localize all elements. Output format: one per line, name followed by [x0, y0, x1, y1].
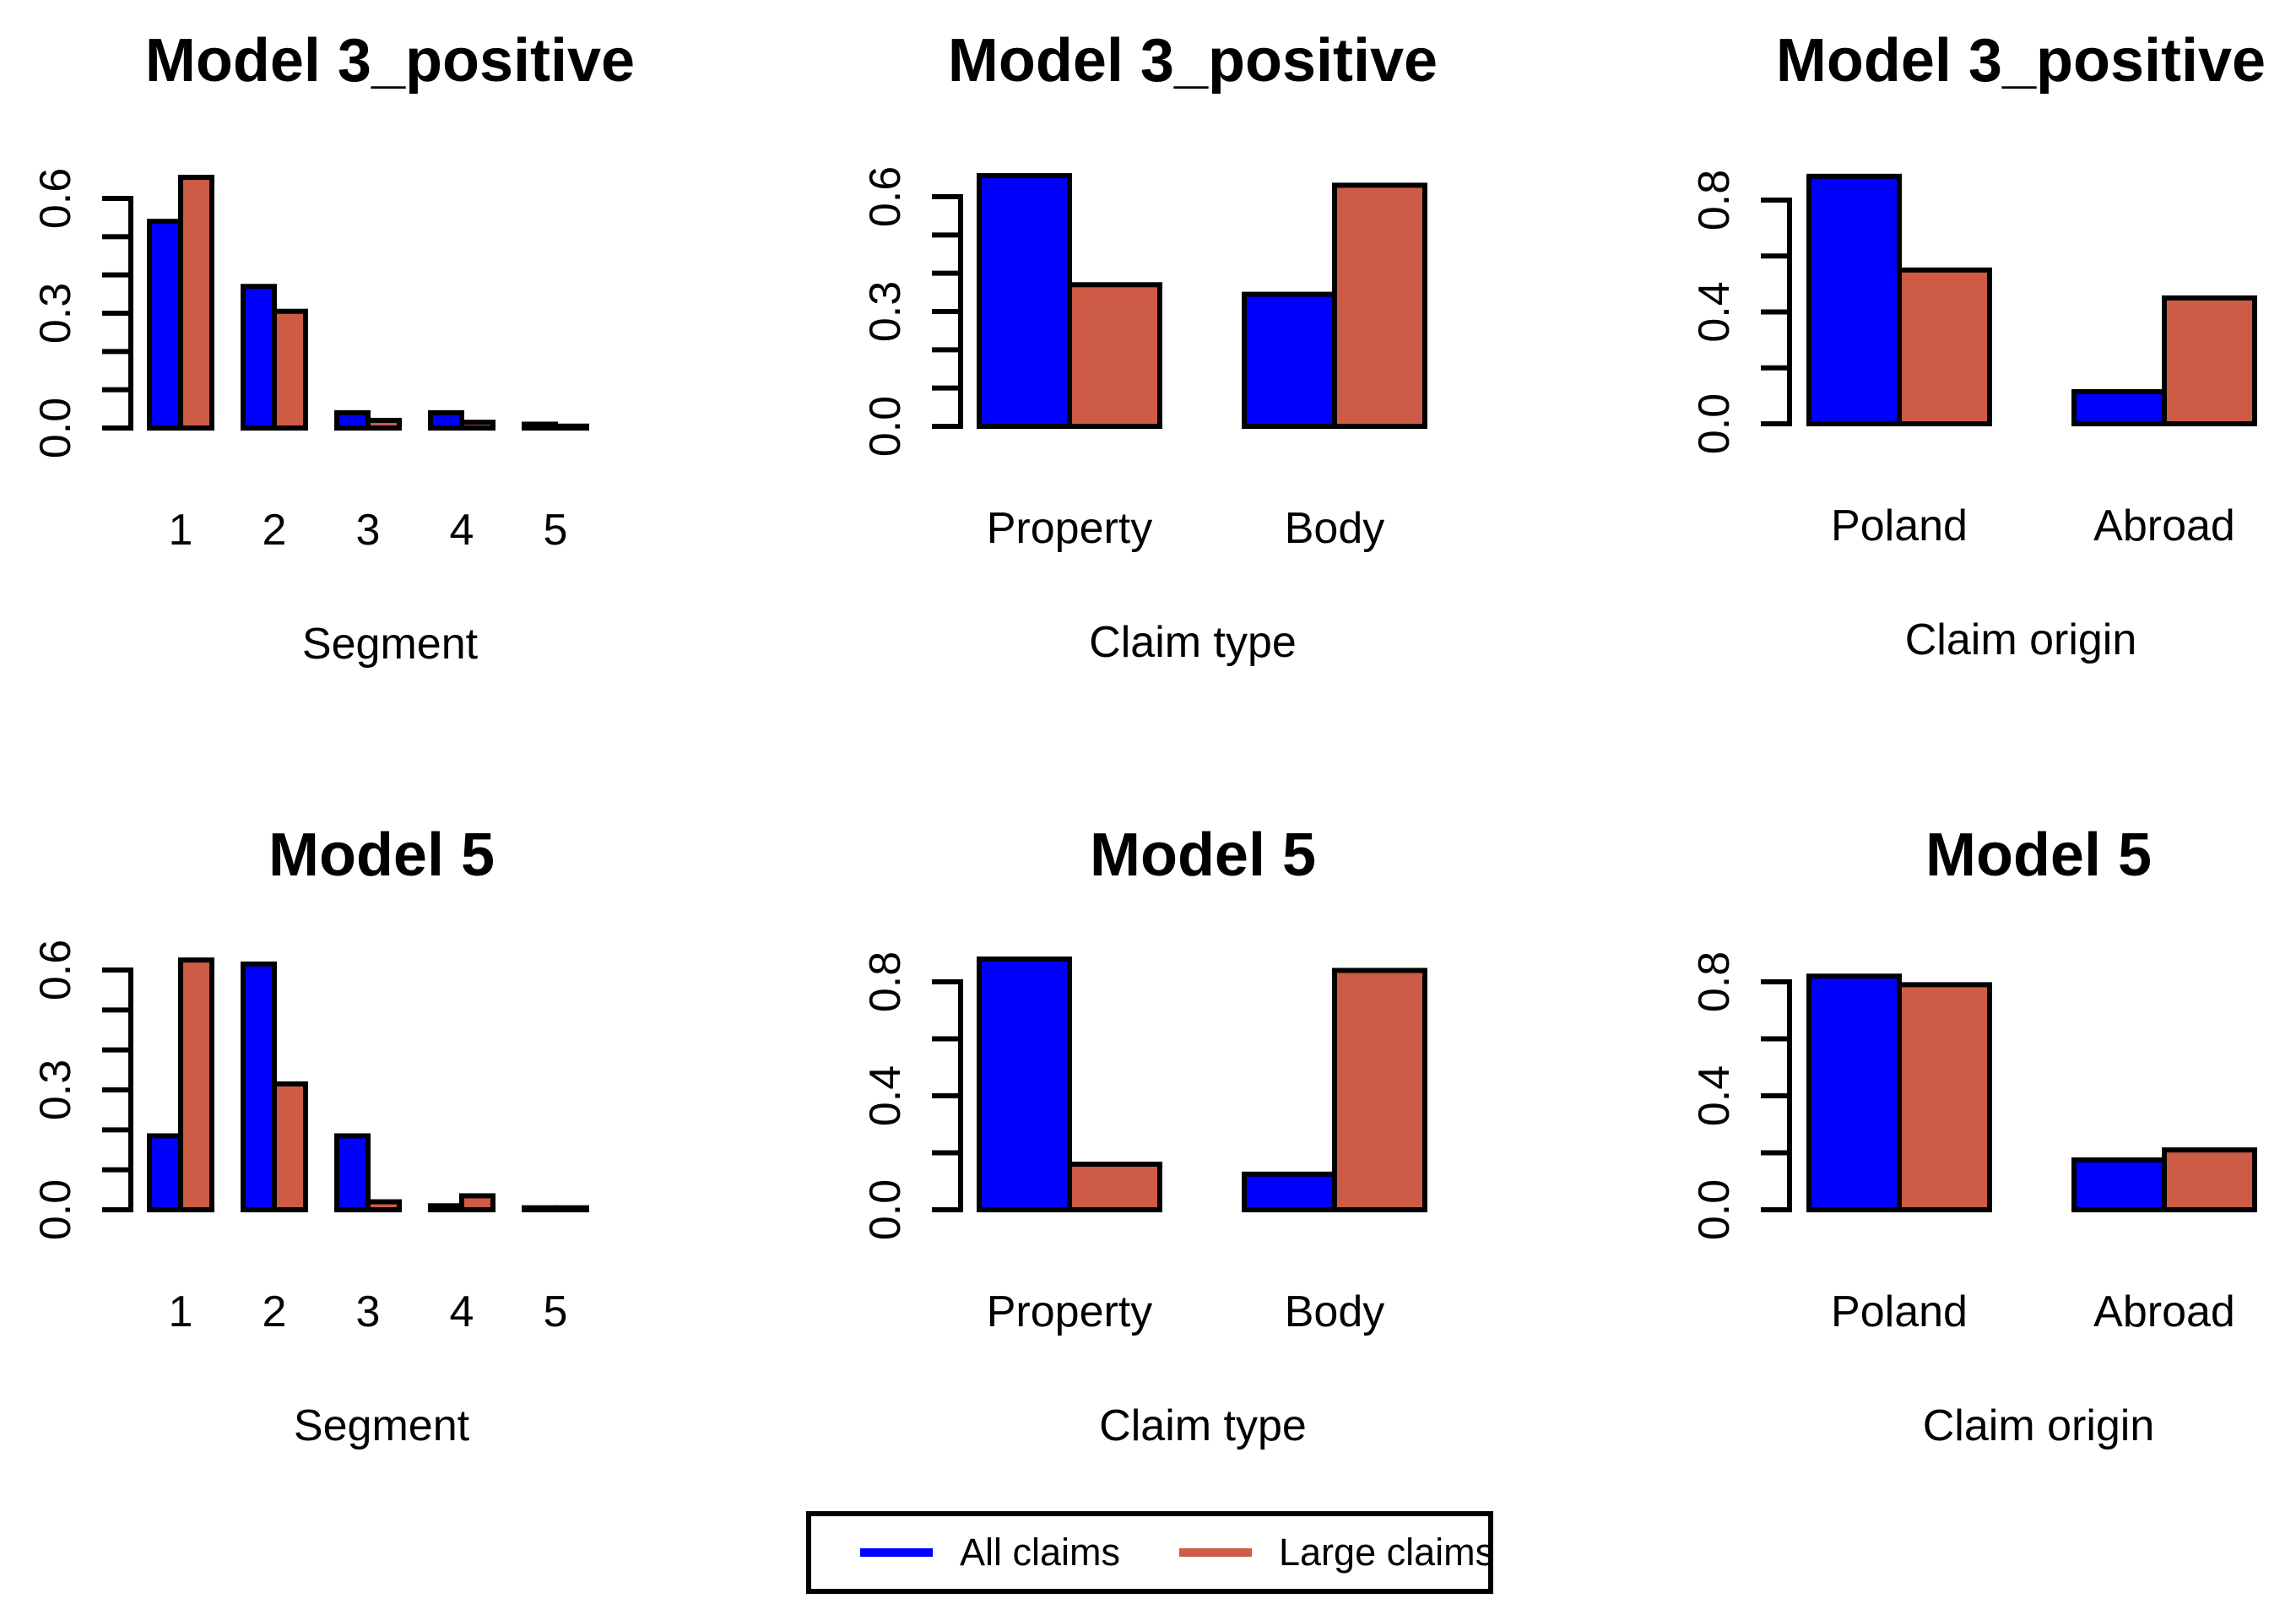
x-tick-label: 1: [169, 1287, 193, 1336]
bar-model5-segment-5-all-claims: [522, 1205, 558, 1212]
legend-label-large-claims: Large claims: [1279, 1531, 1495, 1574]
x-axis-title: Claim type: [1089, 618, 1297, 667]
legend-line-all-claims: [860, 1548, 933, 1557]
bar-model3-positive-segment-3-all-claims: [334, 409, 371, 431]
x-tick-label: Abroad: [2093, 1287, 2235, 1336]
bar-model5-segment-2-all-claims: [241, 961, 277, 1213]
bar-model5-segment-5-large-claims: [553, 1205, 589, 1212]
x-tick-label: 2: [263, 1287, 287, 1336]
bar-model5-claim-type-Body-all-claims: [1242, 1171, 1337, 1212]
x-tick-label: 3: [356, 1287, 381, 1336]
y-tick-label: 0.6: [31, 940, 80, 1000]
x-tick-label: 3: [356, 506, 381, 555]
bar-model3-positive-claim-origin-Abroad-all-claims: [2071, 388, 2167, 426]
chart-title: Model 5: [1089, 821, 1317, 889]
bar-model3-positive-segment-1-all-claims: [147, 219, 183, 431]
bar-model5-segment-1-all-claims: [147, 1133, 183, 1213]
bar-model5-claim-origin-Poland-all-claims: [1806, 973, 1902, 1212]
x-tick-label: 5: [544, 506, 568, 555]
y-tick-label: 0.4: [861, 1065, 910, 1126]
chart-model5-segment: 0.0 0.3 0.6 1 2 3 4 5: [31, 940, 589, 1336]
bar-model5-segment-4-all-claims: [428, 1203, 464, 1213]
y-tick-label: 0.3: [31, 1060, 80, 1120]
y-tick-label: 0.8: [1690, 951, 1739, 1012]
chart-model3-positive-segment: 0.0 0.3 0.6 1 2 3 4 5: [31, 168, 589, 555]
bar-model3-positive-segment-1-large-claims: [178, 175, 214, 431]
y-tick-label: 0.3: [31, 283, 80, 344]
chart-title: Model 5: [268, 821, 495, 889]
y-tick-label: 0.0: [861, 396, 910, 457]
x-tick-label: 5: [544, 1287, 568, 1336]
bar-model3-positive-claim-origin-Abroad-large-claims: [2162, 295, 2257, 426]
bar-model3-positive-segment-2-all-claims: [241, 284, 277, 431]
x-tick-label: 4: [450, 1287, 474, 1336]
bar-model5-segment-3-large-claims: [366, 1199, 402, 1212]
legend-label-all-claims: All claims: [960, 1531, 1121, 1574]
bar-model3-positive-claim-type-Property-all-claims: [977, 173, 1072, 429]
x-tick-label: Property: [987, 504, 1153, 553]
bar-model3-positive-segment-5-all-claims: [522, 421, 558, 431]
bar-model5-segment-1-large-claims: [178, 957, 214, 1212]
x-tick-label: Body: [1285, 504, 1385, 553]
bar-model3-positive-claim-type-Property-large-claims: [1067, 282, 1162, 429]
bar-model3-positive-segment-4-large-claims: [459, 420, 495, 431]
bar-model5-claim-origin-Abroad-all-claims: [2071, 1157, 2167, 1212]
bar-model3-positive-claim-type-Body-all-claims: [1242, 291, 1337, 429]
y-tick-label: 0.8: [1690, 170, 1739, 230]
y-tick-label: 0.6: [31, 168, 80, 229]
bar-model3-positive-segment-4-all-claims: [428, 409, 464, 431]
y-tick-label: 0.0: [31, 398, 80, 458]
chart-title: Model 3_positive: [947, 27, 1438, 95]
y-tick-label: 0.6: [861, 166, 910, 227]
x-axis-title: Segment: [293, 1401, 470, 1450]
bar-model3-positive-segment-5-large-claims: [553, 423, 589, 431]
chart-model3-positive-claim-origin: 0.0 0.4 0.8 Poland Abroad: [1690, 170, 2257, 550]
bar-model5-segment-2-large-claims: [272, 1081, 308, 1213]
legend-line-large-claims: [1179, 1548, 1252, 1557]
x-tick-label: 2: [263, 506, 287, 555]
x-axis-title: Claim origin: [1904, 615, 2137, 664]
x-tick-label: 4: [450, 506, 474, 555]
bar-model5-claim-type-Property-large-claims: [1067, 1162, 1162, 1212]
chart-model5-claim-type: 0.0 0.4 0.8 Property Body: [861, 951, 1427, 1336]
x-axis-title: Segment: [301, 620, 479, 669]
y-tick-label: 0.4: [1690, 1065, 1739, 1126]
bar-model3-positive-segment-2-large-claims: [272, 308, 308, 431]
y-tick-label: 0.0: [1690, 393, 1739, 454]
chart-model5-claim-origin: 0.0 0.4 0.8 Poland Abroad: [1690, 951, 2257, 1336]
bar-model3-positive-claim-origin-Poland-all-claims: [1806, 173, 1902, 426]
bar-model5-claim-type-Body-large-claims: [1332, 967, 1427, 1212]
bar-model3-positive-claim-origin-Poland-large-claims: [1897, 267, 1992, 426]
x-tick-label: Abroad: [2093, 501, 2235, 550]
y-tick-label: 0.4: [1690, 281, 1739, 342]
x-axis-title: Claim type: [1099, 1401, 1307, 1450]
x-tick-label: Poland: [1831, 1287, 1968, 1336]
bar-model5-claim-origin-Abroad-large-claims: [2162, 1147, 2257, 1212]
x-tick-label: Body: [1285, 1287, 1385, 1336]
x-tick-label: 1: [169, 506, 193, 555]
bar-model5-claim-type-Property-all-claims: [977, 957, 1072, 1212]
y-tick-label: 0.0: [861, 1179, 910, 1240]
y-tick-label: 0.0: [1690, 1179, 1739, 1240]
bar-model3-positive-segment-3-large-claims: [366, 417, 402, 431]
y-tick-label: 0.8: [861, 951, 910, 1012]
x-tick-label: Property: [987, 1287, 1153, 1336]
x-axis-title: Claim origin: [1922, 1401, 2155, 1450]
bar-model5-claim-origin-Poland-large-claims: [1897, 982, 1992, 1212]
bar-model3-positive-claim-type-Body-large-claims: [1332, 182, 1427, 429]
y-tick-label: 0.3: [861, 281, 910, 342]
chart-title: Model 3_positive: [144, 27, 636, 95]
legend: All claims Large claims: [806, 1511, 1495, 1594]
x-tick-label: Poland: [1831, 501, 1968, 550]
bar-model5-segment-3-all-claims: [334, 1133, 371, 1213]
bar-model5-segment-4-large-claims: [459, 1193, 495, 1213]
chart-title: Model 3_positive: [1775, 27, 2266, 95]
chart-title: Model 5: [1925, 821, 2152, 889]
chart-model3-positive-claim-type: 0.0 0.3 0.6 Property Body: [861, 166, 1427, 553]
y-tick-label: 0.0: [31, 1179, 80, 1240]
